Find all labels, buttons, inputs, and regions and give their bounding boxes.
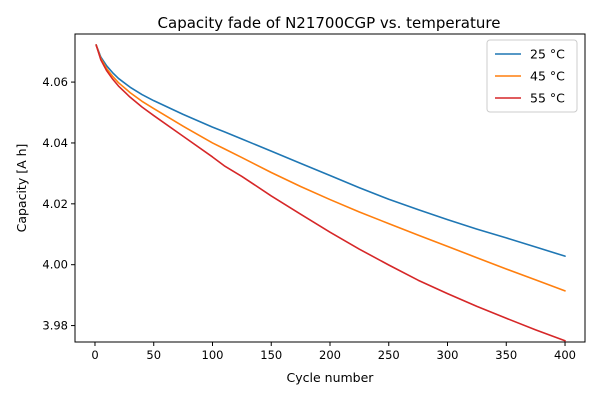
x-axis-ticks: 0 50 100 150 200 250 300 350 400 xyxy=(91,342,576,362)
y-tick-label: 4.06 xyxy=(42,75,68,89)
x-tick-label: 200 xyxy=(319,348,341,362)
series-line-2 xyxy=(95,44,566,292)
y-tick-label: 4.04 xyxy=(42,136,68,150)
legend: 25 °C 45 °C 55 °C xyxy=(486,39,578,113)
y-tick-label: 4.00 xyxy=(42,258,68,272)
y-tick-label: 4.02 xyxy=(42,197,68,211)
y-axis-ticks: 3.98 4.00 4.02 4.04 4.06 xyxy=(42,75,75,333)
x-tick-label: 150 xyxy=(260,348,282,362)
series-layer xyxy=(95,44,566,342)
x-tick-label: 400 xyxy=(554,348,576,362)
legend-label-3: 55 °C xyxy=(530,91,565,106)
x-tick-label: 350 xyxy=(495,348,517,362)
x-axis-label: Cycle number xyxy=(287,370,375,385)
legend-label-1: 25 °C xyxy=(530,47,565,62)
legend-label-2: 45 °C xyxy=(530,69,565,84)
series-line-1 xyxy=(95,44,566,257)
legend-frame xyxy=(486,39,578,113)
x-tick-label: 250 xyxy=(378,348,400,362)
series-line-3 xyxy=(95,44,566,342)
x-tick-label: 0 xyxy=(91,348,98,362)
x-tick-label: 300 xyxy=(437,348,459,362)
y-tick-label: 3.98 xyxy=(42,319,68,333)
chart-title: Capacity fade of N21700CGP vs. temperatu… xyxy=(158,14,501,32)
x-tick-label: 50 xyxy=(146,348,161,362)
x-tick-label: 100 xyxy=(202,348,224,362)
y-axis-label: Capacity [A h] xyxy=(14,144,29,233)
